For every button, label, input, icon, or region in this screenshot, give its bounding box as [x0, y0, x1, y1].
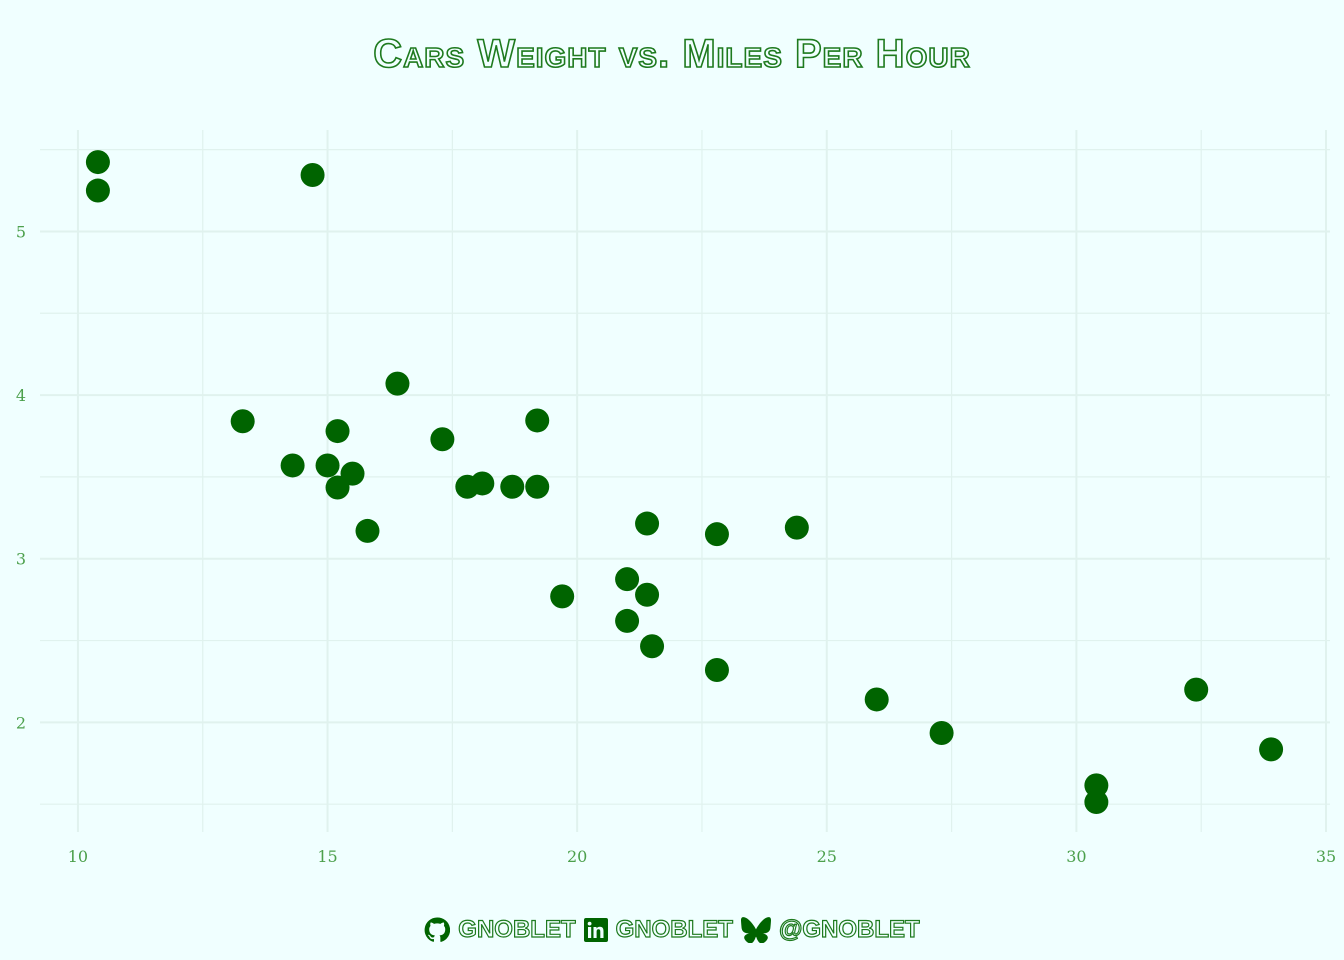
data-point — [615, 608, 640, 633]
github-handle: GNOBLET — [458, 915, 577, 943]
x-tick-label: 20 — [567, 847, 587, 866]
data-point — [300, 163, 325, 187]
data-point — [1184, 677, 1209, 702]
x-tick-label: 15 — [317, 847, 337, 866]
bluesky-icon — [740, 917, 771, 943]
data-point — [325, 419, 350, 444]
data-point — [550, 584, 575, 609]
data-point — [85, 178, 110, 203]
data-point — [385, 371, 410, 396]
data-point — [525, 408, 550, 433]
y-tick-label: 2 — [16, 713, 26, 732]
data-point — [525, 474, 550, 499]
chart-title: Cars Weight vs. Miles Per Hour — [372, 31, 971, 77]
footer-credits: GNOBLET GNOBLET @GNOBLET — [0, 915, 1344, 944]
data-point — [1084, 790, 1109, 815]
data-point — [500, 474, 525, 499]
x-tick-label: 35 — [1316, 847, 1336, 866]
data-point — [455, 474, 480, 499]
data-point — [929, 721, 954, 745]
data-point — [1084, 773, 1109, 798]
data-point — [704, 658, 729, 682]
bluesky-handle: @GNOBLET — [778, 915, 920, 943]
linkedin-handle: GNOBLET — [615, 915, 734, 943]
github-icon — [424, 917, 451, 942]
x-tick-label: 30 — [1066, 847, 1086, 866]
data-point — [325, 475, 350, 500]
y-tick-label: 3 — [16, 550, 26, 569]
data-point — [1259, 737, 1284, 762]
scatter-chart: 10 15 20 25 30 35 2 3 4 5 — [16, 130, 1336, 866]
data-point — [704, 522, 729, 547]
data-point — [430, 427, 455, 452]
data-point — [355, 518, 380, 543]
y-tick-label: 4 — [16, 386, 26, 405]
data-point — [615, 567, 640, 592]
data-point — [640, 634, 665, 659]
linkedin-icon — [583, 918, 608, 942]
x-tick-label: 25 — [817, 847, 837, 866]
data-point — [784, 515, 809, 540]
data-point — [315, 453, 340, 478]
data-point — [635, 582, 660, 607]
data-point — [85, 150, 110, 175]
y-tick-label: 5 — [16, 222, 26, 241]
data-point — [280, 453, 305, 478]
data-point — [864, 687, 889, 712]
x-tick-label: 10 — [68, 847, 88, 866]
data-point — [230, 409, 255, 434]
data-point — [635, 511, 660, 536]
